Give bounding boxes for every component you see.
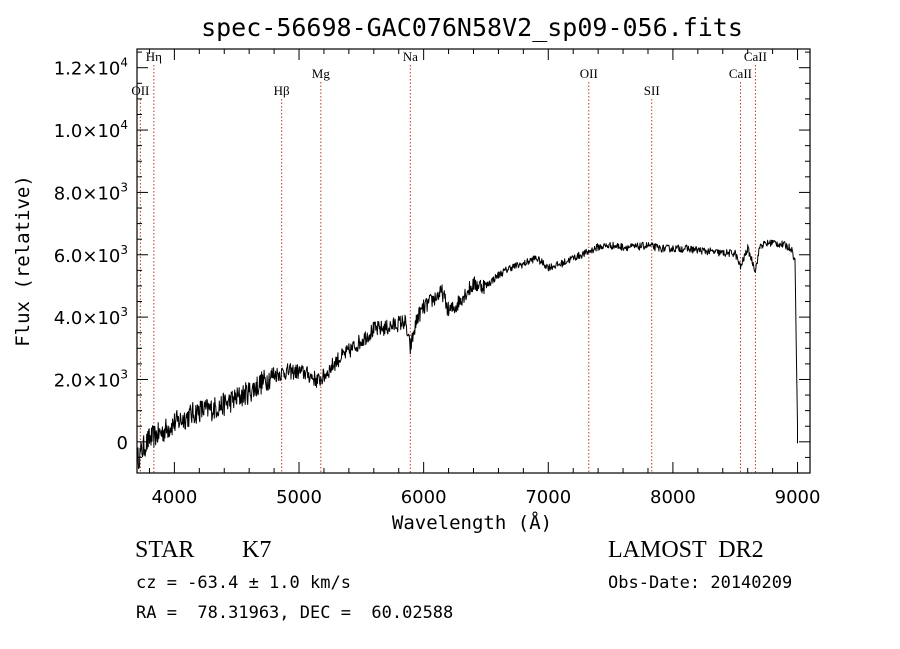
y-tick-mantissa: 6.0×10 — [54, 246, 121, 267]
spectral-line-label: OII — [131, 83, 149, 98]
plot-frame — [136, 48, 811, 474]
spectral-line-label: CaII — [744, 49, 767, 64]
object-subclass: K7 — [242, 537, 272, 563]
y-tick-label: 0 — [117, 433, 128, 454]
spectral-line-label: SII — [644, 83, 660, 98]
spectral-line-label: Mg — [312, 66, 331, 81]
y-tick-label: 1.2×104 — [54, 56, 128, 80]
y-tick-mantissa: 0 — [117, 433, 128, 454]
x-tick-label: 8000 — [650, 487, 696, 508]
spectral-line-markers: OII Hη Hβ Mg Na OII SII CaII CaII — [131, 49, 767, 473]
series-layer — [136, 239, 798, 471]
y-tick-mantissa: 8.0×10 — [54, 183, 121, 204]
y-tick-label: 8.0×103 — [54, 180, 128, 204]
object-type: STAR — [135, 537, 195, 563]
x-tick-label: 7000 — [525, 487, 571, 508]
y-tick-exponent: 4 — [120, 118, 128, 132]
spectrum-line — [136, 239, 798, 471]
coordinates-readout: RA = 78.31963, DEC = 60.02588 — [136, 603, 454, 623]
y-tick-label: 4.0×103 — [54, 305, 128, 329]
y-tick-exponent: 3 — [120, 180, 128, 194]
spectral-line-label: Hη — [146, 49, 162, 64]
obs-date: Obs-Date: 20140209 — [608, 573, 793, 593]
spectral-line-label: Hβ — [274, 83, 290, 98]
axis-layer: 4000 5000 6000 7000 8000 900002.0×1034.0×1036… — [54, 49, 821, 508]
y-tick-mantissa: 1.0×10 — [54, 121, 121, 142]
y-tick-mantissa: 4.0×10 — [54, 308, 121, 329]
chart-title: spec-56698-GAC076N58V2_sp09-056.fits — [201, 13, 743, 42]
survey-name: LAMOST DR2 — [608, 537, 764, 563]
y-tick-exponent: 3 — [120, 305, 128, 319]
x-tick-label: 4000 — [151, 487, 197, 508]
spectral-line-label: CaII — [729, 66, 752, 81]
spectral-line-label: OII — [580, 66, 598, 81]
y-tick-exponent: 3 — [120, 243, 128, 257]
redshift-readout: cz = -63.4 ± 1.0 km/s — [136, 573, 351, 593]
y-tick-label: 2.0×103 — [54, 367, 128, 391]
y-tick-exponent: 3 — [120, 367, 128, 381]
y-tick-mantissa: 1.2×10 — [54, 59, 121, 80]
x-tick-label: 6000 — [401, 487, 447, 508]
x-tick-label: 9000 — [775, 487, 821, 508]
y-tick-mantissa: 2.0×10 — [54, 370, 121, 391]
spectral-line-label: Na — [403, 49, 418, 64]
y-tick-exponent: 4 — [120, 56, 128, 70]
y-tick-label: 1.0×104 — [54, 118, 128, 142]
y-axis-label: Flux (relative) — [12, 175, 34, 347]
y-tick-label: 6.0×103 — [54, 243, 128, 267]
x-tick-label: 5000 — [276, 487, 322, 508]
x-axis-label: Wavelength (Å) — [392, 511, 552, 534]
